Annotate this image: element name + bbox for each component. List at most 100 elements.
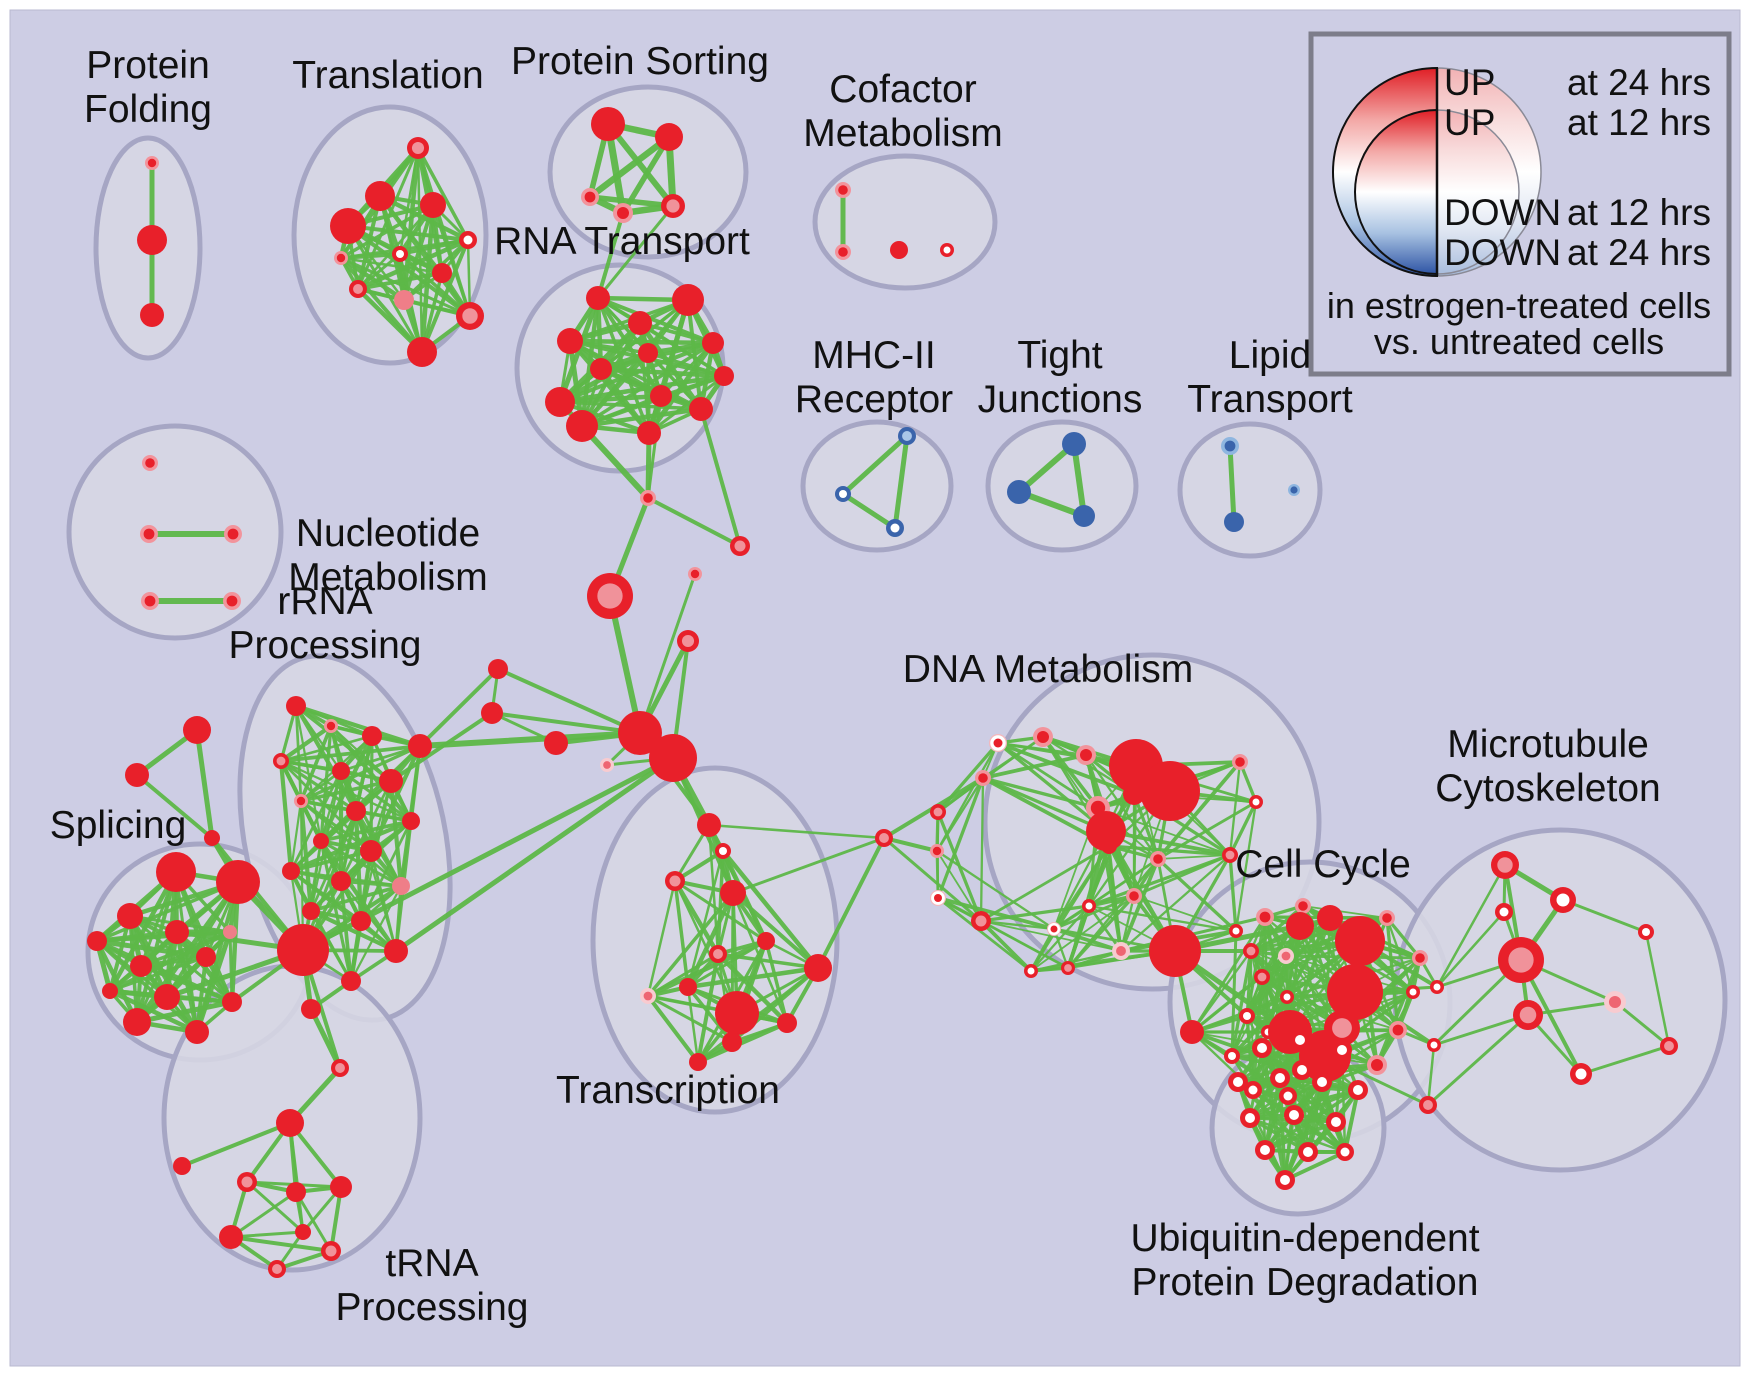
cell-cycle-edge <box>1230 949 1253 1058</box>
dna-metabolism-edge <box>936 896 1056 931</box>
dna-metabolism-edge <box>936 776 985 900</box>
dna-metabolism-edge <box>1052 927 1123 953</box>
nucleotide-metabolism-label: Metabolism <box>288 556 487 599</box>
legend-time-label: at 12 hrs <box>1567 102 1711 143</box>
translation-edge <box>402 203 435 302</box>
transcription-edge <box>646 891 735 998</box>
translation-edge <box>339 256 424 354</box>
network-node-core <box>1289 1110 1299 1120</box>
network-node-core <box>1224 440 1236 452</box>
dna-metabolism-edge <box>1234 800 1258 933</box>
dna-metabolism-edge <box>979 919 1070 970</box>
dna-metabolism-edge <box>936 896 1033 973</box>
network-node-core <box>143 528 155 540</box>
dna-metabolism-edge <box>981 753 1088 780</box>
dna-metabolism-edge <box>1228 800 1258 857</box>
network-node-core <box>147 158 157 168</box>
dna-metabolism-edge <box>1087 853 1232 908</box>
network-node <box>156 852 196 892</box>
dna-metabolism-edge <box>1041 735 1100 810</box>
protein-sorting-edge <box>586 133 673 201</box>
network-node-core <box>1037 731 1049 743</box>
rna-transport-edge <box>637 320 704 412</box>
network-node <box>1007 480 1031 504</box>
network-node <box>420 192 446 218</box>
splicing-edge <box>107 988 200 1035</box>
network-node <box>697 813 721 837</box>
transcription-edge <box>764 939 789 1025</box>
network-node-core <box>1303 1147 1313 1157</box>
splicing-edge <box>174 929 200 1035</box>
network-node-core <box>1371 1059 1383 1071</box>
network-node <box>689 397 713 421</box>
network-node-core <box>1382 913 1392 923</box>
splicing-edge <box>134 999 235 1025</box>
dna-metabolism-edge <box>996 741 1100 810</box>
network-node-core <box>411 141 425 155</box>
network-node-core <box>1298 901 1308 911</box>
translation-edge <box>346 224 472 318</box>
network-node <box>488 659 508 679</box>
network-node-core <box>1260 1145 1270 1155</box>
bridge-edge-transcription-connectors <box>816 836 886 970</box>
network-node-core <box>1508 947 1534 973</box>
network-node-core <box>462 308 478 324</box>
bridge-edge-connectors-rrna-processing <box>393 755 676 954</box>
network-node <box>637 421 661 445</box>
rna-transport-edge <box>558 400 703 411</box>
dna-metabolism-edge <box>1087 904 1123 953</box>
network-node-core <box>978 773 988 783</box>
bridge-edge-transcription-connectors <box>731 836 886 895</box>
network-node <box>277 924 329 976</box>
transcription-edge <box>673 879 768 943</box>
network-node-core <box>584 191 596 203</box>
network-node <box>638 343 658 363</box>
transcription-edge <box>685 890 736 990</box>
rna-transport-edge <box>598 366 727 379</box>
network-node <box>295 1224 311 1240</box>
network-node <box>302 902 320 920</box>
network-node-core <box>1430 1041 1438 1049</box>
network-node <box>672 284 704 316</box>
splicing-edge <box>95 939 199 1034</box>
network-node-core <box>1233 1077 1243 1087</box>
network-node <box>679 978 697 996</box>
network-node-core <box>1252 798 1260 806</box>
network-node-core <box>272 1264 282 1274</box>
ubiquitin-degradation-edge <box>1248 1088 1360 1120</box>
network-node <box>655 123 683 151</box>
network-node <box>330 1176 352 1198</box>
rrna-processing-edge <box>339 744 422 773</box>
bridge-edge-dna-metabolism-cell-cycle <box>1230 929 1238 1058</box>
ubiquitin-degradation-edge <box>1282 1079 1325 1183</box>
splicing-edge <box>108 930 232 993</box>
network-node-core <box>1340 1147 1350 1157</box>
dna-metabolism-edge <box>981 776 1108 833</box>
network-node-core <box>1080 749 1092 761</box>
rrna-processing-edge <box>293 703 423 749</box>
network-node <box>394 290 414 310</box>
network-node <box>87 931 107 951</box>
network-node-core <box>902 431 912 441</box>
bridge-edge-connectors-rrna-processing <box>417 730 643 749</box>
trna-processing-edge <box>288 1121 305 1234</box>
network-node <box>341 971 361 991</box>
network-node-core <box>1519 1006 1537 1024</box>
splicing-edge <box>228 930 234 1004</box>
tight-junctions-edge <box>1016 441 1077 495</box>
rna-transport-edge <box>579 406 704 429</box>
trna-processing-edge <box>229 1190 298 1239</box>
network-node-core <box>296 796 306 806</box>
network-node-core <box>1556 893 1570 907</box>
network-node <box>722 1032 742 1052</box>
dna-metabolism-edge <box>1066 894 1136 970</box>
network-node <box>183 716 211 744</box>
ubiquitin-degradation-edge <box>1292 1088 1360 1117</box>
network-node-core <box>1064 964 1072 972</box>
network-node-core <box>1116 946 1126 956</box>
legend-direction-label: DOWN <box>1444 232 1561 273</box>
network-node <box>1149 925 1201 977</box>
transcription-edge <box>685 965 821 990</box>
